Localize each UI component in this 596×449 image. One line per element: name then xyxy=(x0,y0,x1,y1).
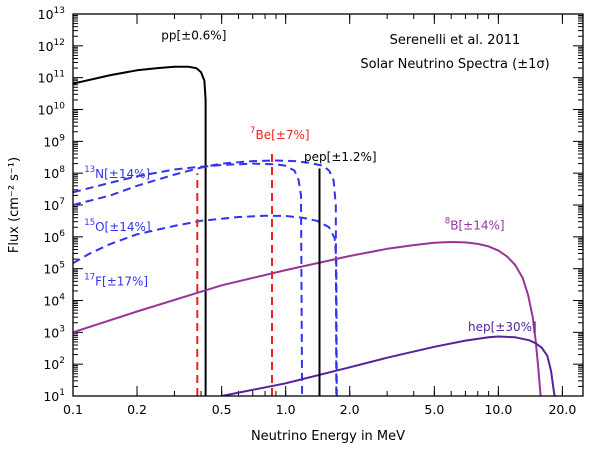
y-tick-label: 102 xyxy=(43,356,65,372)
y-tick-label: 106 xyxy=(43,229,65,245)
series-f17 xyxy=(73,214,338,396)
y-tick-label: 105 xyxy=(43,261,65,277)
y-tick-label: 103 xyxy=(43,324,65,340)
plot-frame xyxy=(72,13,584,397)
series-label-pep: pep[±1.2%] xyxy=(304,150,377,164)
annotation-line-2: Solar Neutrino Spectra (±1σ) xyxy=(360,57,549,72)
series-label-b8: 8B[±14%] xyxy=(445,216,505,232)
series-n13 xyxy=(73,162,304,396)
x-axis-label: Neutrino Energy in MeV xyxy=(251,429,405,444)
x-tick-label: 5.0 xyxy=(424,402,444,417)
annotation-line-1: Serenelli et al. 2011 xyxy=(390,33,521,48)
x-tick-label: 1.0 xyxy=(276,402,296,417)
y-tick-label: 1011 xyxy=(38,70,65,86)
series-pp xyxy=(73,65,207,396)
y-tick-label: 1010 xyxy=(38,102,66,118)
x-tick-label: 0.2 xyxy=(127,402,147,417)
y-tick-label: 104 xyxy=(43,293,65,309)
axis-ticks xyxy=(72,13,583,397)
series-label-f17: 17F[±17%] xyxy=(84,272,148,288)
y-tick-label: 109 xyxy=(43,133,65,149)
y-tick-label: 101 xyxy=(43,388,65,404)
series-hep xyxy=(221,335,556,396)
series-label-be7a: 7Be[±7%] xyxy=(250,126,310,142)
series-label-n13: 13N[±14%] xyxy=(84,165,150,181)
series-o15 xyxy=(73,159,338,396)
x-tick-label: 10.0 xyxy=(484,402,512,417)
y-tick-label: 108 xyxy=(43,165,65,181)
x-tick-label: 20.0 xyxy=(548,402,576,417)
x-tick-label: 0.1 xyxy=(63,402,83,417)
series-labels: pp[±0.6%] 13N[±14%] 15O[±14%] 17F[±17%] 8B[±… xyxy=(84,28,536,334)
series-label-pp: pp[±0.6%] xyxy=(161,28,226,42)
x-tick-label: 2.0 xyxy=(340,402,360,417)
x-tick-label: 0.5 xyxy=(212,402,232,417)
y-tick-label: 107 xyxy=(43,197,65,213)
y-tick-label: 1012 xyxy=(38,38,65,54)
y-tick-label: 1013 xyxy=(38,6,65,22)
plot-area xyxy=(73,65,556,396)
series-label-hep: hep[±30%] xyxy=(468,320,537,334)
series-b8 xyxy=(73,241,542,396)
series-label-o15: 15O[±14%] xyxy=(84,218,150,234)
y-axis-label: Flux (cm⁻² s⁻¹) xyxy=(7,157,22,253)
tick-labels: 0.1 0.2 0.5 1.0 2.0 5.0 10.0 20.0 101 102 103 104 10… xyxy=(38,6,577,417)
